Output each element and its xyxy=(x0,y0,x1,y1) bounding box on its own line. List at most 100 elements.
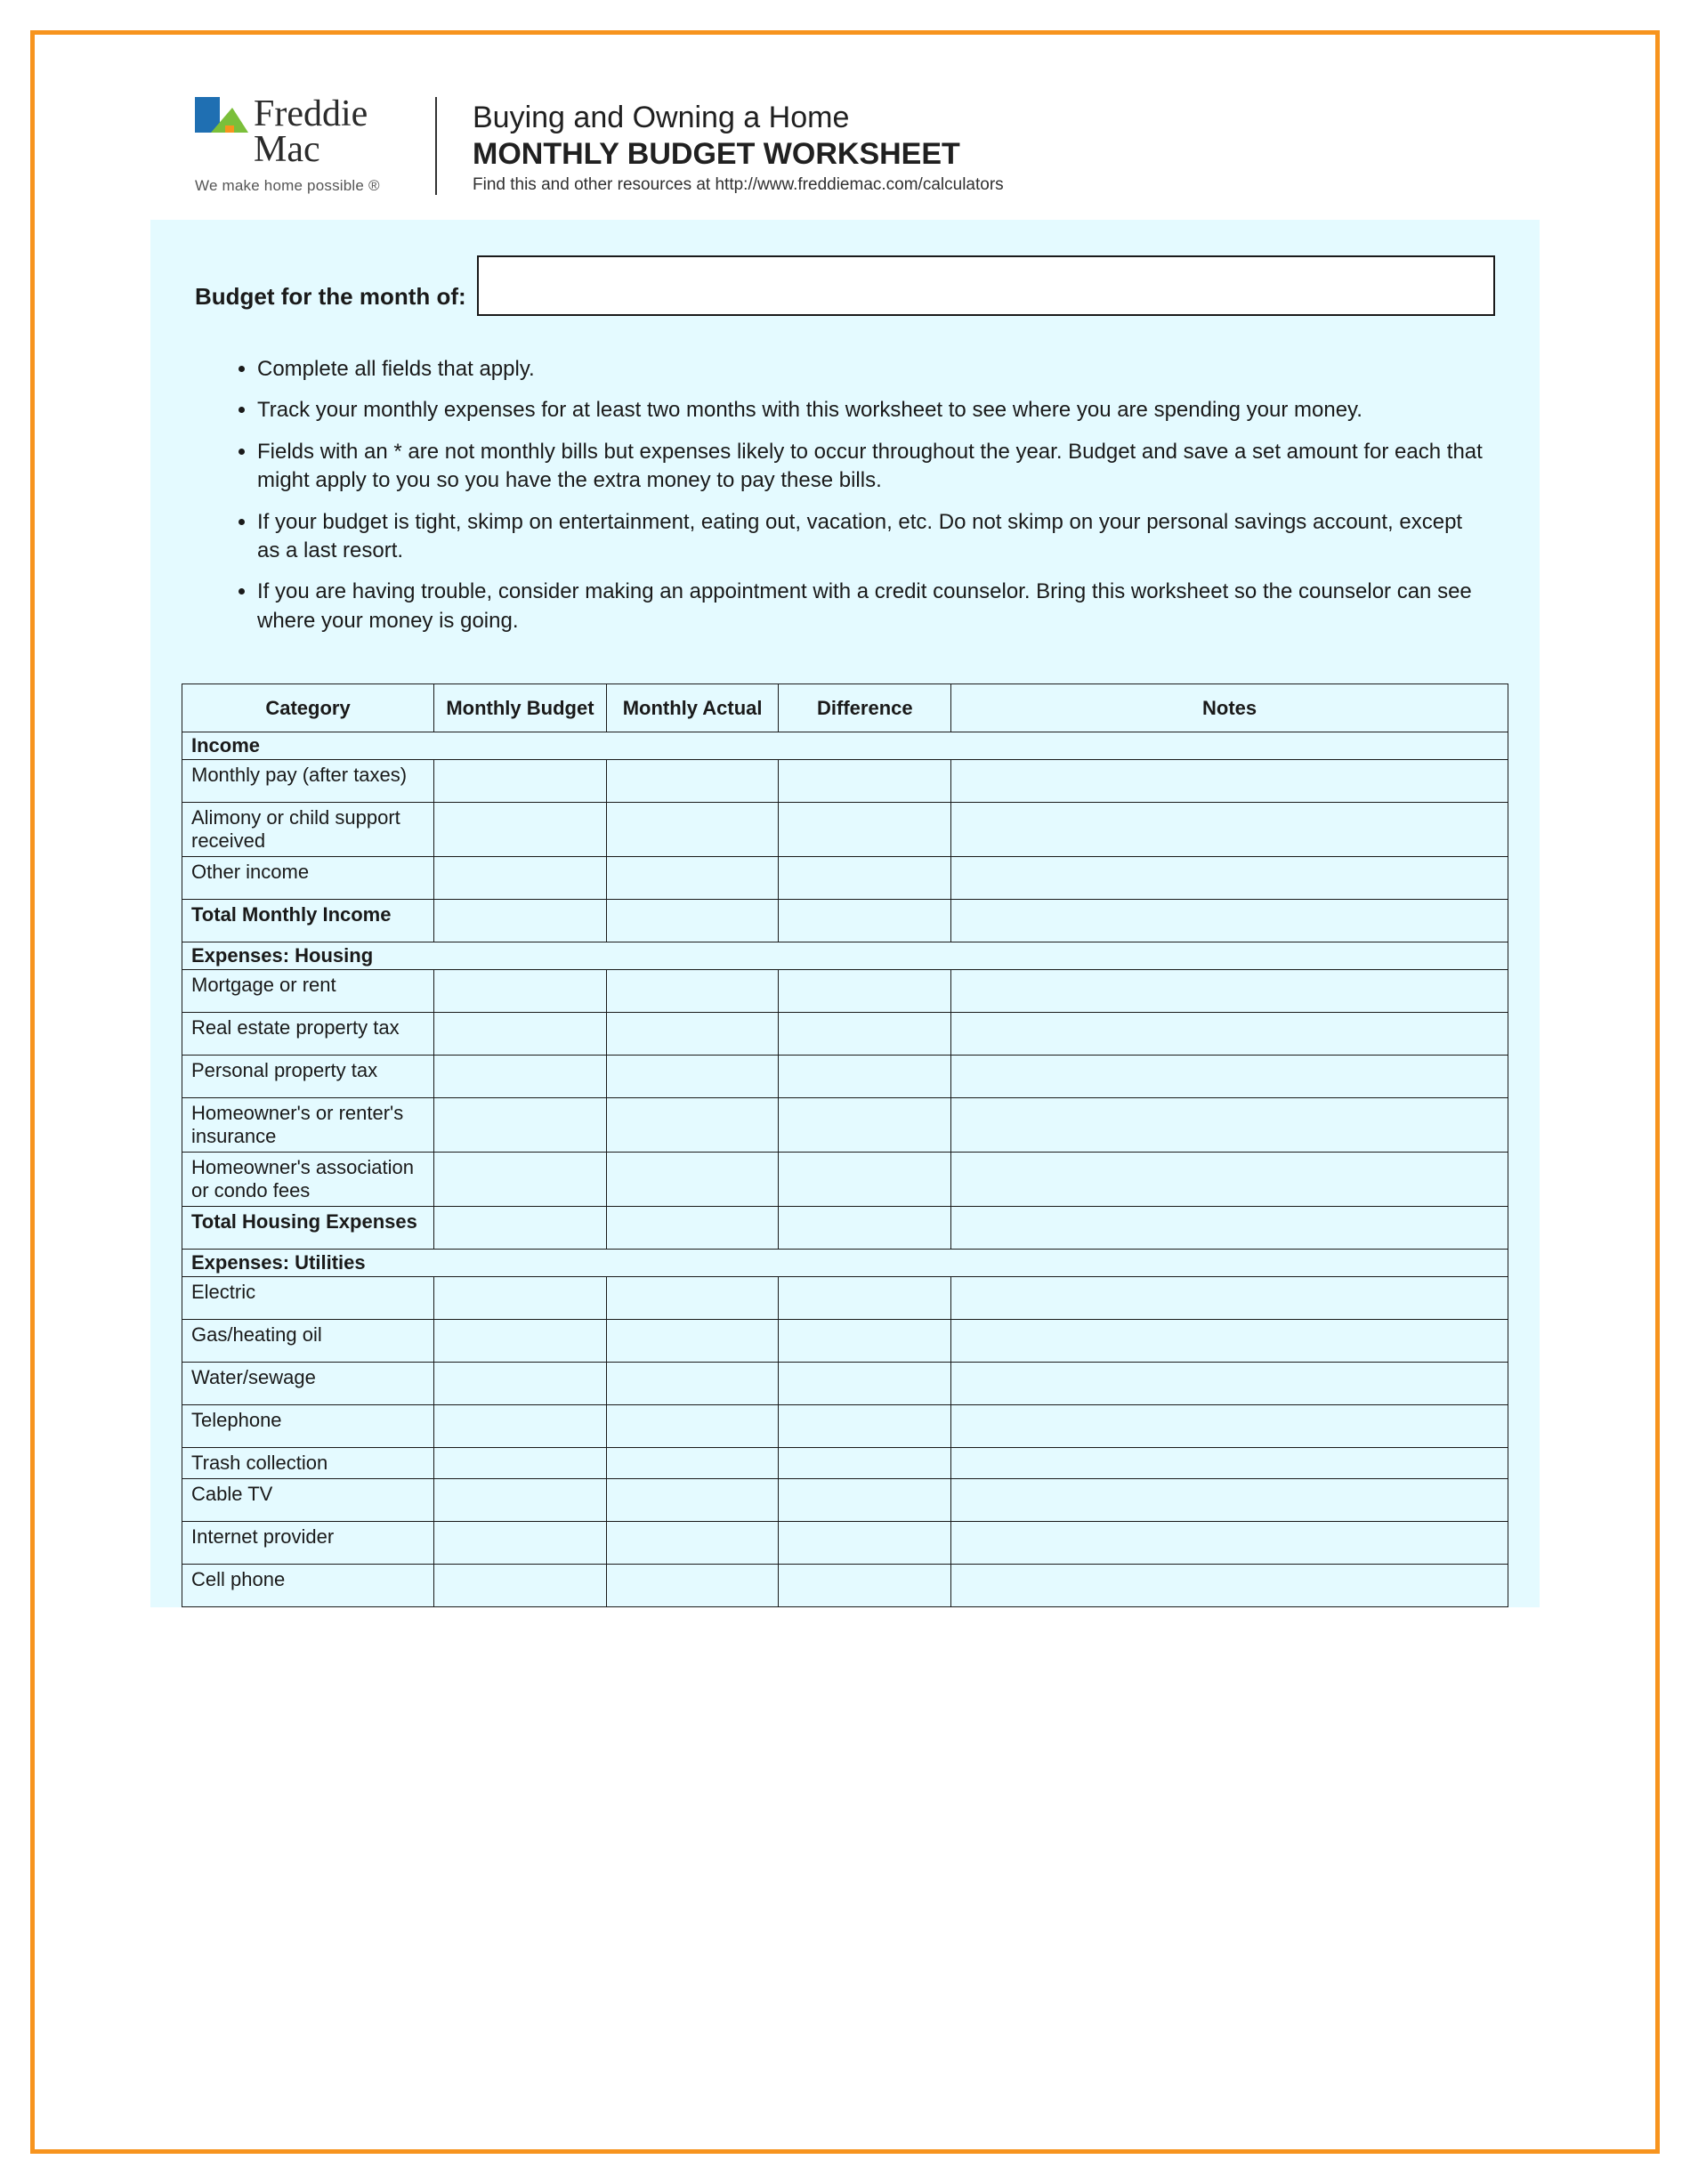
value-cell[interactable] xyxy=(606,1522,779,1565)
value-cell[interactable] xyxy=(434,1522,607,1565)
value-cell[interactable] xyxy=(951,1056,1508,1098)
value-cell[interactable] xyxy=(779,900,951,942)
value-cell[interactable] xyxy=(606,1277,779,1320)
value-cell[interactable] xyxy=(606,1405,779,1448)
value-cell[interactable] xyxy=(606,970,779,1013)
value-cell[interactable] xyxy=(434,1479,607,1522)
value-cell[interactable] xyxy=(606,760,779,803)
value-cell[interactable] xyxy=(951,900,1508,942)
value-cell[interactable] xyxy=(951,803,1508,857)
category-cell: Water/sewage xyxy=(182,1363,434,1405)
table-row: Homeowner's or renter's insurance xyxy=(182,1098,1508,1153)
table-body: IncomeMonthly pay (after taxes)Alimony o… xyxy=(182,732,1508,1607)
value-cell[interactable] xyxy=(779,1405,951,1448)
value-cell[interactable] xyxy=(434,1363,607,1405)
value-cell[interactable] xyxy=(779,803,951,857)
value-cell[interactable] xyxy=(606,857,779,900)
value-cell[interactable] xyxy=(434,1013,607,1056)
page: Freddie Mac We make home possible ® Buyi… xyxy=(0,0,1690,2184)
value-cell[interactable] xyxy=(434,857,607,900)
value-cell[interactable] xyxy=(951,1405,1508,1448)
table-row: Trash collection xyxy=(182,1448,1508,1479)
value-cell[interactable] xyxy=(779,1448,951,1479)
category-cell: Trash collection xyxy=(182,1448,434,1479)
value-cell[interactable] xyxy=(951,1363,1508,1405)
col-monthly-actual: Monthly Actual xyxy=(606,684,779,732)
category-cell: Other income xyxy=(182,857,434,900)
table-row: Water/sewage xyxy=(182,1363,1508,1405)
value-cell[interactable] xyxy=(951,1565,1508,1607)
value-cell[interactable] xyxy=(951,1448,1508,1479)
value-cell[interactable] xyxy=(606,1363,779,1405)
value-cell[interactable] xyxy=(779,1153,951,1207)
value-cell[interactable] xyxy=(779,1479,951,1522)
value-cell[interactable] xyxy=(606,1153,779,1207)
table-row: Homeowner's association or condo fees xyxy=(182,1153,1508,1207)
value-cell[interactable] xyxy=(434,900,607,942)
value-cell[interactable] xyxy=(434,1405,607,1448)
value-cell[interactable] xyxy=(434,1056,607,1098)
table-row: Income xyxy=(182,732,1508,760)
value-cell[interactable] xyxy=(779,1565,951,1607)
value-cell[interactable] xyxy=(951,1098,1508,1153)
instruction-item: Complete all fields that apply. xyxy=(257,355,1486,384)
category-cell: Total Monthly Income xyxy=(182,900,434,942)
table-row: Gas/heating oil xyxy=(182,1320,1508,1363)
value-cell[interactable] xyxy=(779,1363,951,1405)
value-cell[interactable] xyxy=(779,857,951,900)
value-cell[interactable] xyxy=(606,1098,779,1153)
value-cell[interactable] xyxy=(606,900,779,942)
category-cell: Real estate property tax xyxy=(182,1013,434,1056)
value-cell[interactable] xyxy=(951,760,1508,803)
instruction-item: Fields with an * are not monthly bills b… xyxy=(257,438,1486,496)
value-cell[interactable] xyxy=(951,970,1508,1013)
value-cell[interactable] xyxy=(779,970,951,1013)
value-cell[interactable] xyxy=(779,1056,951,1098)
value-cell[interactable] xyxy=(434,1277,607,1320)
value-cell[interactable] xyxy=(606,803,779,857)
value-cell[interactable] xyxy=(779,1098,951,1153)
col-difference: Difference xyxy=(779,684,951,732)
value-cell[interactable] xyxy=(434,1565,607,1607)
value-cell[interactable] xyxy=(951,857,1508,900)
value-cell[interactable] xyxy=(434,1448,607,1479)
value-cell[interactable] xyxy=(779,760,951,803)
category-cell: Monthly pay (after taxes) xyxy=(182,760,434,803)
value-cell[interactable] xyxy=(434,1320,607,1363)
value-cell[interactable] xyxy=(434,803,607,857)
value-cell[interactable] xyxy=(606,1207,779,1250)
value-cell[interactable] xyxy=(606,1013,779,1056)
value-cell[interactable] xyxy=(779,1207,951,1250)
category-cell: Mortgage or rent xyxy=(182,970,434,1013)
value-cell[interactable] xyxy=(606,1448,779,1479)
value-cell[interactable] xyxy=(606,1565,779,1607)
value-cell[interactable] xyxy=(779,1522,951,1565)
value-cell[interactable] xyxy=(434,1098,607,1153)
value-cell[interactable] xyxy=(951,1320,1508,1363)
value-cell[interactable] xyxy=(951,1153,1508,1207)
table-row: Telephone xyxy=(182,1405,1508,1448)
logo-tagline: We make home possible ® xyxy=(195,177,426,195)
value-cell[interactable] xyxy=(779,1277,951,1320)
budget-month-input[interactable] xyxy=(477,255,1495,316)
category-cell: Electric xyxy=(182,1277,434,1320)
value-cell[interactable] xyxy=(779,1013,951,1056)
value-cell[interactable] xyxy=(779,1320,951,1363)
category-cell: Personal property tax xyxy=(182,1056,434,1098)
value-cell[interactable] xyxy=(434,1153,607,1207)
value-cell[interactable] xyxy=(434,970,607,1013)
value-cell[interactable] xyxy=(951,1207,1508,1250)
value-cell[interactable] xyxy=(951,1277,1508,1320)
value-cell[interactable] xyxy=(951,1522,1508,1565)
value-cell[interactable] xyxy=(606,1320,779,1363)
value-cell[interactable] xyxy=(606,1056,779,1098)
instruction-list: Complete all fields that apply.Track you… xyxy=(204,355,1486,635)
value-cell[interactable] xyxy=(606,1479,779,1522)
value-cell[interactable] xyxy=(434,1207,607,1250)
category-cell: Cable TV xyxy=(182,1479,434,1522)
header: Freddie Mac We make home possible ® Buyi… xyxy=(150,97,1540,220)
doc-subheading: MONTHLY BUDGET WORKSHEET xyxy=(473,137,1540,172)
value-cell[interactable] xyxy=(434,760,607,803)
value-cell[interactable] xyxy=(951,1479,1508,1522)
value-cell[interactable] xyxy=(951,1013,1508,1056)
